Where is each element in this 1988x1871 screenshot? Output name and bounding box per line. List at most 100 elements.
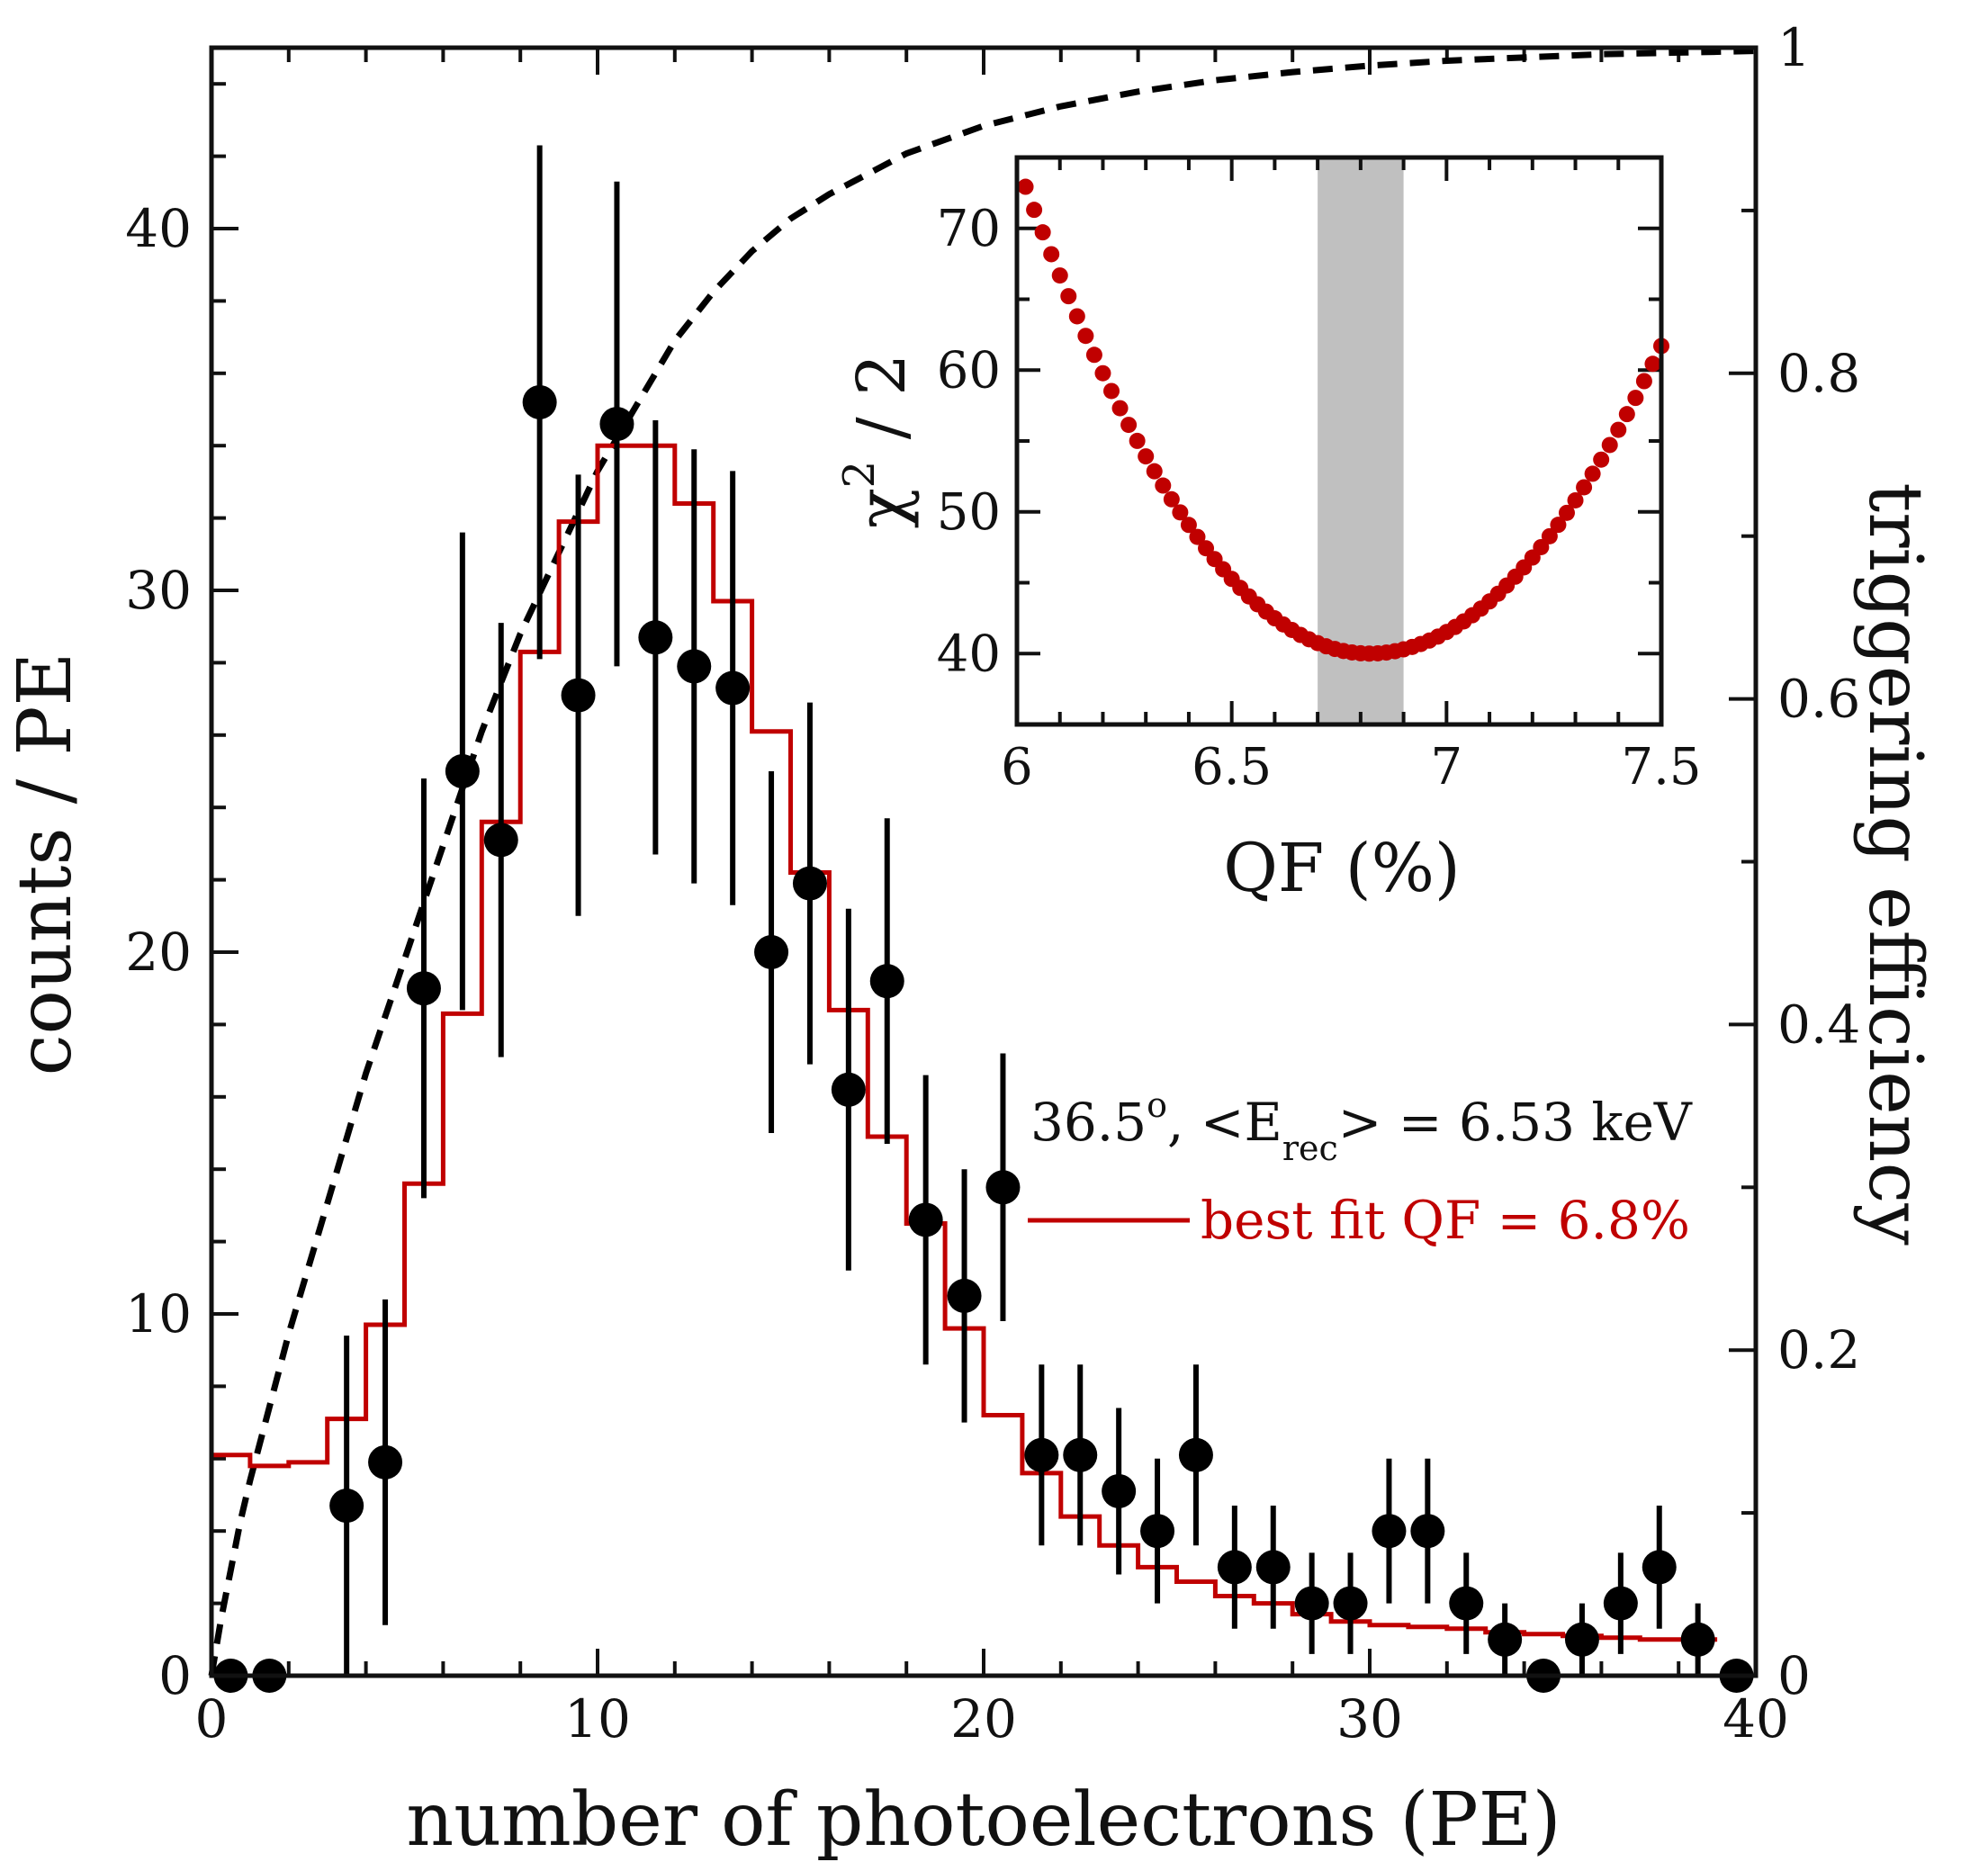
- inset-point: [1584, 465, 1601, 482]
- inset-point: [1189, 528, 1206, 545]
- inset-point: [1043, 246, 1060, 263]
- data-point: [368, 1444, 403, 1480]
- main-ticks: [210, 46, 1758, 1678]
- inset-point: [1077, 328, 1094, 345]
- inset-point: [1550, 517, 1567, 534]
- inset-x-tick-label: 7: [1431, 738, 1463, 796]
- data-point: [406, 971, 441, 1006]
- data-point: [1024, 1437, 1059, 1472]
- inset-point: [1601, 436, 1618, 454]
- x-tick-label: 40: [1723, 1688, 1789, 1750]
- inset-point: [1198, 540, 1215, 557]
- data-point: [1642, 1550, 1677, 1585]
- inset-x-tick-label: 7.5: [1621, 738, 1701, 796]
- inset-point: [1627, 390, 1644, 407]
- inset-point: [1146, 463, 1163, 480]
- inset-point: [1111, 400, 1129, 417]
- data-point: [1603, 1586, 1638, 1621]
- inset-point: [1155, 477, 1172, 494]
- data-point: [1564, 1622, 1599, 1657]
- y2-tick-label: 0: [1777, 1645, 1811, 1706]
- data-point: [792, 866, 827, 901]
- inset-point: [1163, 490, 1180, 508]
- data-point: [677, 649, 712, 684]
- inset-point: [1060, 288, 1077, 305]
- inset-y-axis-sup: 2: [834, 461, 885, 489]
- inset-point: [1576, 479, 1593, 496]
- data-point: [1294, 1586, 1329, 1621]
- data-point: [1140, 1514, 1175, 1549]
- y2-tick-label: 0.8: [1777, 343, 1860, 404]
- triggering-efficiency-curve: [208, 48, 1757, 1677]
- inset-y-axis-tail: / 2: [843, 354, 921, 461]
- data-point: [1449, 1586, 1484, 1621]
- inset-point: [1635, 373, 1652, 390]
- efficiency-line: [208, 48, 1757, 1677]
- inset-point: [1129, 432, 1146, 449]
- data-point: [1102, 1473, 1137, 1508]
- data-point: [715, 670, 751, 706]
- y-tick-label: 0: [158, 1645, 192, 1706]
- annotation-degree: o: [1147, 1085, 1167, 1125]
- inset-point: [1533, 538, 1550, 555]
- inset-point: [1180, 517, 1197, 534]
- data-point: [1488, 1622, 1523, 1657]
- y-axis-title: counts / PE: [3, 652, 88, 1076]
- data-point: [947, 1278, 982, 1313]
- inset-point: [1085, 346, 1102, 364]
- inset-point: [1541, 527, 1558, 544]
- data-point: [1372, 1514, 1407, 1549]
- data-point: [522, 384, 557, 419]
- inset-y-axis-title: χ2 / 2: [834, 354, 921, 528]
- inset-point: [1094, 364, 1111, 382]
- legend-fit-label: best fit QF = 6.8%: [1201, 1190, 1690, 1251]
- inset-point: [1068, 308, 1085, 325]
- data-point: [638, 620, 673, 655]
- y2-tick-label: 0.4: [1777, 994, 1860, 1055]
- annotation-angle: 36.5: [1030, 1092, 1147, 1153]
- inset-point: [1610, 421, 1627, 438]
- annotation-mid: , <E: [1167, 1092, 1282, 1153]
- inset-y-tick-label: 60: [937, 341, 1001, 400]
- inset-point: [1103, 382, 1120, 400]
- data-point: [985, 1170, 1021, 1205]
- inset-point: [1593, 451, 1610, 468]
- data-point: [754, 935, 789, 969]
- inset-tick-labels: 6 6.5 7 7.5 40 50 60 70: [937, 200, 1702, 796]
- inset-point: [1034, 224, 1051, 241]
- data-point: [1333, 1586, 1368, 1621]
- y-tick-label: 30: [125, 560, 192, 621]
- inset-point: [1172, 504, 1189, 521]
- inset-plot-frame: [1014, 155, 1664, 727]
- annotation-suffix: > = 6.53 keV: [1338, 1092, 1693, 1153]
- data-point: [599, 407, 634, 442]
- y-tick-label: 10: [125, 1283, 192, 1345]
- x-tick-label: 30: [1336, 1688, 1403, 1750]
- data-point: [1217, 1550, 1252, 1585]
- x-tick-label: 20: [950, 1688, 1017, 1750]
- data-point: [329, 1489, 364, 1524]
- x-tick-label: 10: [564, 1688, 631, 1750]
- inset-point: [1618, 406, 1635, 423]
- inset-point: [1138, 448, 1155, 465]
- energy-annotation: 36.5o, <Erec> = 6.53 keV: [1030, 1085, 1693, 1168]
- inset-shaded-band: [1318, 157, 1404, 724]
- data-point: [1680, 1622, 1715, 1657]
- y-tick-label: 40: [125, 198, 192, 259]
- y2-tick-label: 0.2: [1777, 1319, 1860, 1381]
- inset-y-tick-label: 70: [937, 200, 1001, 258]
- inset-point: [1051, 267, 1068, 284]
- inset-point: [1644, 355, 1661, 373]
- main-plot-frame: [209, 45, 1759, 1678]
- data-point: [561, 678, 596, 713]
- data-point: [1255, 1550, 1291, 1585]
- x-axis-title: number of photoelectrons (PE): [406, 1777, 1561, 1863]
- y2-tick-label: 1: [1777, 17, 1811, 78]
- inset-point: [1558, 504, 1575, 521]
- y-tick-label: 20: [125, 922, 192, 983]
- annotation-subscript: rec: [1282, 1129, 1338, 1168]
- data-point: [831, 1072, 866, 1107]
